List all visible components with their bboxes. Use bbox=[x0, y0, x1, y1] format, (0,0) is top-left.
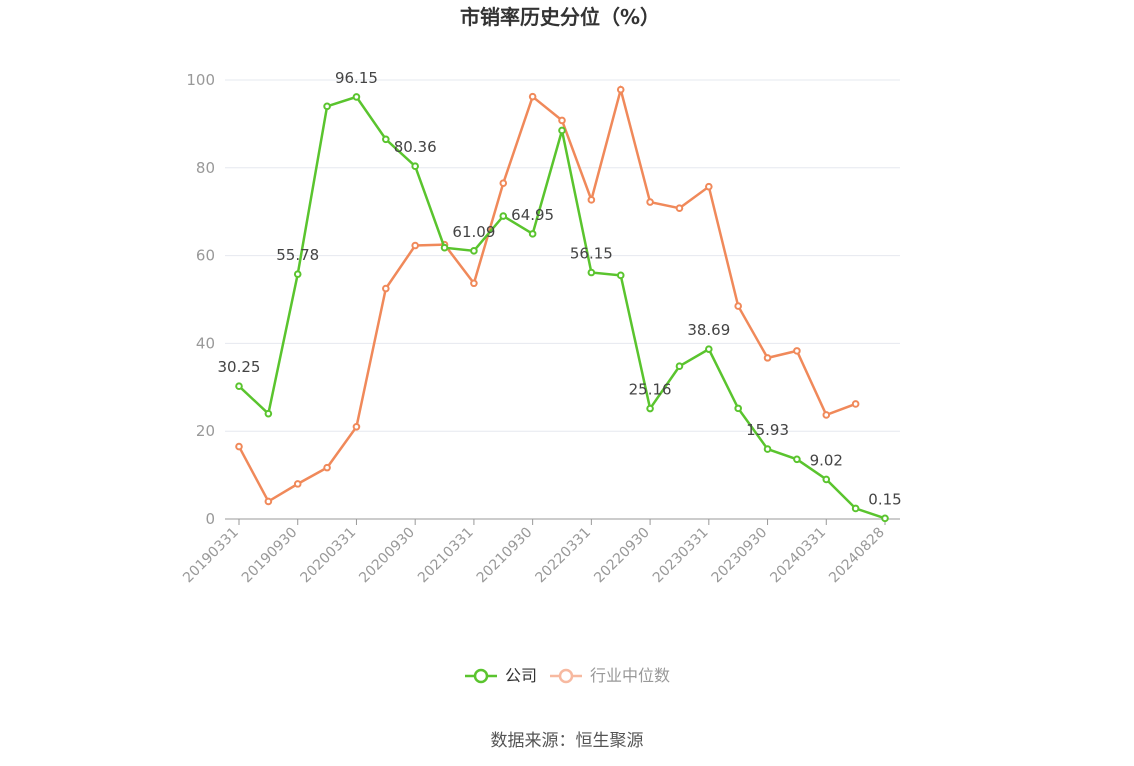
point bbox=[822, 475, 831, 484]
point bbox=[646, 404, 654, 413]
point bbox=[851, 504, 860, 513]
point bbox=[323, 463, 331, 472]
data-label: 25.16 bbox=[629, 381, 672, 399]
x-tick-label: 20240828 bbox=[826, 525, 888, 587]
point bbox=[264, 409, 273, 418]
point bbox=[734, 404, 742, 413]
y-tick-label: 100 bbox=[186, 71, 215, 89]
data-label: 30.25 bbox=[218, 358, 261, 376]
data-label: 55.78 bbox=[276, 246, 319, 264]
point bbox=[411, 241, 419, 250]
point bbox=[763, 445, 772, 453]
data-label: 0.15 bbox=[868, 490, 901, 508]
legend-label[interactable]: 行业中位数 bbox=[590, 666, 670, 685]
point bbox=[851, 400, 860, 408]
point bbox=[235, 382, 243, 391]
source-note: 数据来源：恒生聚源 bbox=[491, 731, 644, 751]
point bbox=[470, 247, 478, 255]
point bbox=[528, 230, 537, 238]
point bbox=[382, 135, 390, 144]
point bbox=[293, 480, 302, 488]
point bbox=[881, 514, 889, 523]
x-tick-label: 20210930 bbox=[474, 525, 536, 587]
legend-marker bbox=[473, 668, 489, 684]
data-label: 9.02 bbox=[810, 451, 843, 469]
point bbox=[675, 204, 684, 212]
point bbox=[499, 179, 508, 187]
point bbox=[793, 347, 801, 355]
point bbox=[440, 243, 449, 252]
x-tick-label: 20200331 bbox=[298, 525, 360, 587]
point bbox=[558, 126, 566, 135]
y-tick-label: 60 bbox=[196, 247, 215, 265]
data-label: 96.15 bbox=[335, 69, 378, 87]
x-tick-label: 20220331 bbox=[532, 525, 594, 587]
y-tick-label: 80 bbox=[196, 159, 215, 177]
x-tick-label: 20240331 bbox=[767, 525, 829, 587]
point bbox=[587, 196, 596, 204]
point bbox=[323, 102, 331, 111]
point bbox=[587, 268, 596, 277]
point bbox=[558, 116, 566, 125]
point bbox=[352, 93, 361, 101]
data-label: 80.36 bbox=[394, 138, 437, 156]
x-tick-label: 20190930 bbox=[239, 525, 301, 587]
y-tick-label: 20 bbox=[196, 422, 215, 440]
point bbox=[470, 279, 478, 288]
point bbox=[528, 92, 537, 101]
data-label: 64.95 bbox=[511, 206, 554, 224]
point bbox=[705, 345, 713, 353]
x-tick-label: 20230930 bbox=[709, 525, 771, 587]
point bbox=[734, 302, 742, 310]
x-tick-label: 20230331 bbox=[650, 525, 712, 587]
legend-marker bbox=[558, 668, 574, 684]
point bbox=[822, 411, 831, 419]
x-tick-label: 20210331 bbox=[415, 525, 477, 587]
point bbox=[705, 182, 713, 191]
point bbox=[352, 423, 361, 431]
y-tick-label: 40 bbox=[196, 334, 215, 352]
x-tick-label: 20190331 bbox=[180, 525, 242, 587]
point bbox=[382, 284, 390, 293]
x-tick-label: 20200930 bbox=[356, 525, 418, 587]
series-line bbox=[237, 84, 857, 504]
y-tick-label: 0 bbox=[205, 510, 215, 528]
point bbox=[264, 497, 273, 506]
chart-title: 市销率历史分位（%） bbox=[460, 5, 660, 29]
point bbox=[675, 362, 684, 371]
data-label: 56.15 bbox=[570, 245, 613, 263]
point bbox=[763, 354, 772, 362]
data-label: 15.93 bbox=[746, 421, 789, 439]
point bbox=[646, 198, 654, 206]
point bbox=[411, 162, 419, 171]
x-tick-label: 20220930 bbox=[591, 525, 653, 587]
legend-label[interactable]: 公司 bbox=[505, 666, 537, 685]
point bbox=[616, 271, 625, 280]
point bbox=[616, 85, 625, 94]
point bbox=[499, 212, 508, 220]
point bbox=[793, 455, 801, 464]
point bbox=[293, 270, 302, 278]
data-label: 38.69 bbox=[687, 321, 730, 339]
point bbox=[235, 442, 243, 451]
data-label: 61.09 bbox=[452, 223, 495, 241]
